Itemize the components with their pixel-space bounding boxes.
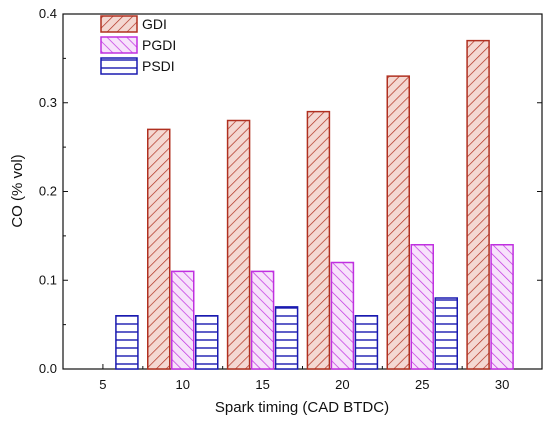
bar-psdi-10	[195, 315, 219, 370]
bar-psdi-5	[115, 315, 139, 370]
bar-psdi-20	[354, 315, 379, 370]
y-axis: 0.0 0.1 0.2 0.3 0.4	[39, 6, 542, 376]
y-tick-label: 0.0	[39, 361, 57, 376]
legend-label-psdi: PSDI	[142, 58, 175, 74]
bar-pgdi-25	[410, 244, 434, 370]
bar-pgdi-10	[171, 270, 195, 370]
bar-gdi-30	[466, 39, 490, 370]
bar-pgdi-15	[250, 270, 275, 370]
y-tick-label: 0.4	[39, 6, 57, 21]
bar-gdi-10	[147, 128, 171, 370]
bar-psdi-15	[274, 306, 299, 370]
bar-psdi-25	[434, 297, 458, 370]
legend-label-pgdi: PGDI	[142, 37, 176, 53]
bar-series-group	[115, 39, 514, 370]
legend-swatch-pgdi	[100, 36, 138, 54]
x-tick-label: 30	[495, 377, 509, 392]
bar-pgdi-30	[490, 244, 514, 370]
bar-pgdi-20	[330, 261, 355, 370]
bar-gdi-20	[306, 110, 331, 370]
y-tick-label: 0.2	[39, 184, 57, 199]
y-axis-title: CO (% vol)	[9, 154, 26, 227]
legend-label-gdi: GDI	[142, 16, 167, 32]
legend: GDI PGDI PSDI	[100, 15, 176, 75]
bar-gdi-25	[386, 75, 410, 370]
y-tick-label: 0.3	[39, 95, 57, 110]
x-tick-label: 10	[176, 377, 190, 392]
legend-swatch-gdi	[100, 15, 138, 33]
x-tick-label: 25	[415, 377, 429, 392]
x-axis-title: Spark timing (CAD BTDC)	[215, 399, 389, 416]
legend-swatch-psdi	[100, 57, 138, 75]
bar-gdi-15	[226, 119, 251, 370]
y-tick-label: 0.1	[39, 272, 57, 287]
x-tick-label: 20	[335, 377, 349, 392]
x-tick-label: 15	[255, 377, 269, 392]
x-tick-label: 5	[99, 377, 106, 392]
